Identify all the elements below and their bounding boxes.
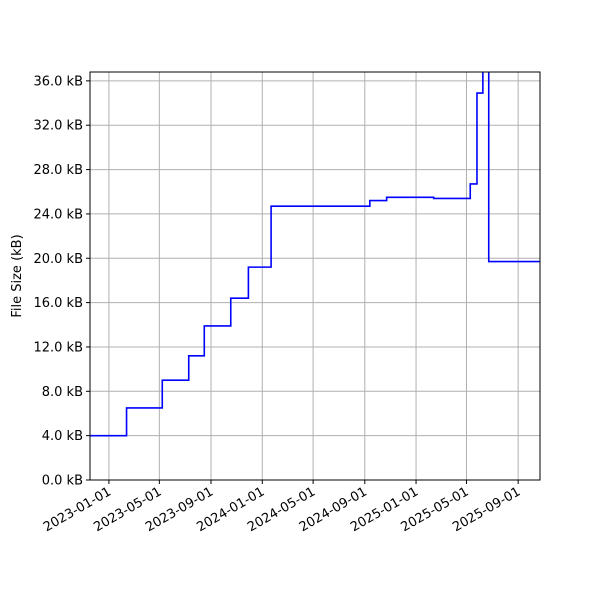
- axes-frame: [89, 71, 541, 481]
- y-tick-label: 24.0 kB: [33, 207, 83, 222]
- ticks: 2023-01-012023-05-012023-09-012024-01-01…: [33, 74, 523, 535]
- y-tick-label: 0.0 kB: [42, 474, 83, 489]
- series-line: [90, 72, 540, 437]
- grid: [90, 72, 540, 481]
- y-tick-label: 16.0 kB: [33, 296, 83, 311]
- y-tick-label: 4.0 kB: [42, 429, 83, 444]
- y-tick-label: 28.0 kB: [33, 163, 83, 178]
- y-tick-label: 12.0 kB: [33, 340, 83, 355]
- y-axis-label: File Size (kB): [10, 234, 25, 317]
- y-tick-label: 8.0 kB: [42, 385, 83, 400]
- y-tick-label: 32.0 kB: [33, 119, 83, 134]
- y-tick-label: 20.0 kB: [33, 252, 83, 267]
- y-tick-label: 36.0 kB: [33, 74, 83, 89]
